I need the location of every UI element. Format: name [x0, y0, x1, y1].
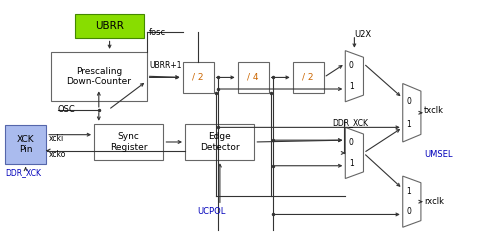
Text: 0: 0 [348, 138, 354, 147]
Text: fosc: fosc [149, 28, 166, 37]
Polygon shape [403, 176, 421, 227]
FancyBboxPatch shape [75, 14, 144, 38]
Text: txclk: txclk [424, 106, 444, 115]
Text: 0: 0 [406, 97, 411, 106]
Text: Prescaling
Down-Counter: Prescaling Down-Counter [66, 66, 132, 86]
Text: 0: 0 [406, 208, 411, 216]
Text: / 4: / 4 [247, 73, 259, 82]
Text: OSC: OSC [57, 105, 75, 114]
Text: 1: 1 [406, 187, 411, 196]
Text: U2X: U2X [354, 30, 371, 39]
Text: DDR_XCK: DDR_XCK [5, 168, 41, 177]
Polygon shape [345, 127, 363, 179]
Text: xcki: xcki [48, 134, 64, 143]
Text: 1: 1 [406, 120, 411, 129]
Text: UBRR+1: UBRR+1 [149, 61, 181, 70]
FancyBboxPatch shape [51, 52, 147, 101]
Text: Edge
Detector: Edge Detector [200, 132, 240, 152]
Text: UMSEL: UMSEL [424, 150, 453, 159]
FancyBboxPatch shape [238, 61, 269, 93]
Text: Sync
Register: Sync Register [110, 132, 147, 152]
Text: 0: 0 [348, 61, 354, 71]
Text: UCPOL: UCPOL [197, 207, 226, 216]
Text: UBRR: UBRR [95, 21, 124, 31]
FancyBboxPatch shape [94, 124, 163, 160]
FancyBboxPatch shape [293, 61, 324, 93]
Polygon shape [403, 84, 421, 142]
FancyBboxPatch shape [185, 124, 254, 160]
Text: / 2: / 2 [302, 73, 314, 82]
Text: XCK
Pin: XCK Pin [17, 135, 35, 154]
Text: xcko: xcko [48, 150, 66, 159]
Text: / 2: / 2 [192, 73, 204, 82]
FancyBboxPatch shape [5, 125, 46, 164]
Text: rxclk: rxclk [424, 197, 444, 206]
Text: 1: 1 [349, 159, 353, 168]
FancyBboxPatch shape [182, 61, 214, 93]
Text: DDR_XCK: DDR_XCK [332, 119, 368, 127]
Polygon shape [345, 51, 363, 102]
Text: 1: 1 [349, 82, 353, 91]
